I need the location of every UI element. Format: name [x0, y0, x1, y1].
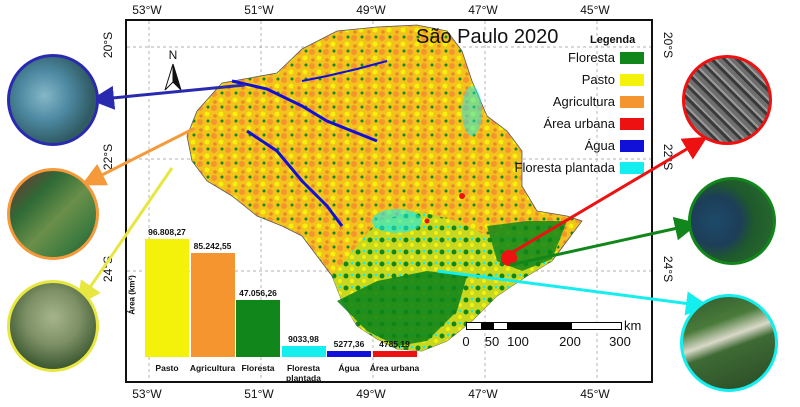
bar-category-label: Área urbana: [369, 363, 420, 373]
bar-4: [327, 350, 371, 357]
longitude-label-bottom: 51°W: [244, 387, 274, 401]
legend-label: Pasto: [581, 72, 615, 87]
bar-value-label: 96.808,27: [148, 227, 186, 237]
legend-swatch: [620, 118, 644, 130]
scale-segment: [507, 323, 520, 329]
legend-swatch: [620, 140, 644, 152]
scale-tick-label: 200: [559, 334, 581, 349]
scale-unit: km: [624, 318, 642, 333]
bar-value-label: 5277,36: [333, 338, 365, 349]
north-label: N: [169, 48, 178, 62]
bar-2: [236, 299, 280, 357]
longitude-label-bottom: 45°W: [580, 387, 610, 401]
legend-swatch: [620, 52, 644, 64]
longitude-label-bottom: 53°W: [132, 387, 162, 401]
bar-category-label: Floresta plantada: [286, 363, 321, 383]
state-land-cover-map: [127, 21, 651, 381]
legend-item: Água: [505, 136, 647, 156]
arrow-agriculture: [81, 126, 196, 186]
bar-value-label: 9033,98: [288, 333, 319, 344]
legend-title: Legenda: [590, 34, 636, 46]
north-arrow-icon: N: [164, 48, 182, 91]
longitude-label-bottom: 47°W: [468, 387, 498, 401]
map-title: São Paulo 2020: [416, 26, 559, 48]
bar-0: [145, 239, 189, 357]
bar-category-label: Floresta: [241, 363, 275, 373]
arrow-planted-forest: [436, 269, 710, 316]
legend-swatch: [620, 96, 644, 108]
pasture-inset-icon: [7, 280, 99, 372]
legend-label: Floresta plantada: [514, 160, 615, 175]
bar-5: [372, 351, 417, 357]
longitude-label-top: 53°W: [132, 3, 162, 17]
arrow-pasture: [77, 167, 174, 306]
scale-bar: [466, 322, 622, 330]
legend-label: Agricultura: [552, 94, 615, 109]
scale-tick-label: 100: [507, 334, 529, 349]
legend-item: Agricultura: [505, 92, 647, 112]
scale-tick-label: 300: [609, 334, 631, 349]
legend-item: Pasto: [505, 70, 647, 90]
forest-inset-icon: [688, 177, 776, 265]
bar-category-label: Agricultura: [189, 363, 236, 373]
legend-label: Floresta: [568, 50, 615, 65]
bar-3: [281, 345, 326, 357]
scale-segment: [520, 323, 572, 329]
arrow-urban: [507, 136, 708, 257]
legend-item: Área urbana: [505, 114, 647, 134]
agriculture-inset-icon: [7, 168, 99, 260]
scale-tick-label: 50: [484, 334, 500, 349]
bar-1: [190, 253, 235, 357]
longitude-label-top: 51°W: [244, 3, 274, 17]
scale-tick-label: 0: [462, 334, 470, 349]
water-inset-icon: [7, 54, 99, 146]
arrow-water: [90, 83, 246, 110]
urban-area-sao-paulo: [501, 250, 517, 266]
legend-item: Floresta: [505, 48, 647, 68]
bar-category-label: Pasto: [155, 363, 179, 373]
urban-inset-icon: [682, 55, 772, 145]
bar-category-label: Água: [338, 363, 360, 373]
scale-segment: [481, 323, 494, 329]
longitude-label-top: 45°W: [580, 3, 610, 17]
bar-value-label: 85.242,55: [193, 241, 232, 252]
legend-label: Área urbana: [543, 116, 615, 131]
planted-forest-inset-icon: [680, 294, 778, 392]
legend-label: Água: [584, 138, 615, 153]
arrow-forest: [509, 216, 699, 267]
legend-item: Floresta plantada: [505, 158, 647, 178]
legend-swatch: [620, 162, 644, 174]
longitude-label-top: 49°W: [356, 3, 386, 17]
longitude-label-top: 47°W: [468, 3, 498, 17]
longitude-label-bottom: 49°W: [356, 387, 386, 401]
legend-swatch: [620, 74, 644, 86]
bar-value-label: 47.056,26: [239, 287, 277, 298]
bar-value-label: 4785,19: [379, 339, 410, 349]
